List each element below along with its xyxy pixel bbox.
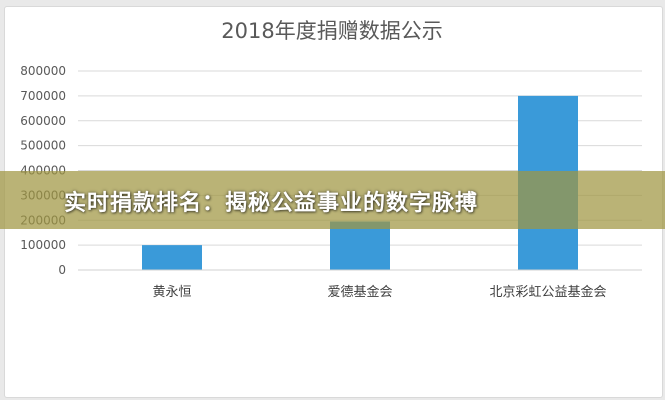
y-tick-label: 0	[58, 263, 66, 277]
x-axis-categories: 黄永恒 爱德基金会 北京彩虹公益基金会	[152, 284, 606, 300]
x-category-label: 爱德基金会	[327, 284, 392, 300]
x-category-label: 黄永恒	[152, 285, 191, 300]
bar	[330, 221, 390, 270]
y-tick-label: 500000	[20, 139, 66, 153]
bar	[142, 245, 202, 270]
overlay-banner	[0, 171, 665, 229]
chart-title: 2018年度捐赠数据公示	[221, 19, 442, 43]
y-tick-label: 100000	[20, 238, 66, 252]
y-tick-label: 700000	[20, 89, 66, 103]
banner-headline: 实时捐款排名：揭秘公益事业的数字脉搏	[64, 191, 479, 216]
x-category-label: 北京彩虹公益基金会	[489, 284, 606, 300]
y-tick-label: 800000	[20, 64, 66, 78]
y-tick-label: 600000	[20, 114, 66, 128]
